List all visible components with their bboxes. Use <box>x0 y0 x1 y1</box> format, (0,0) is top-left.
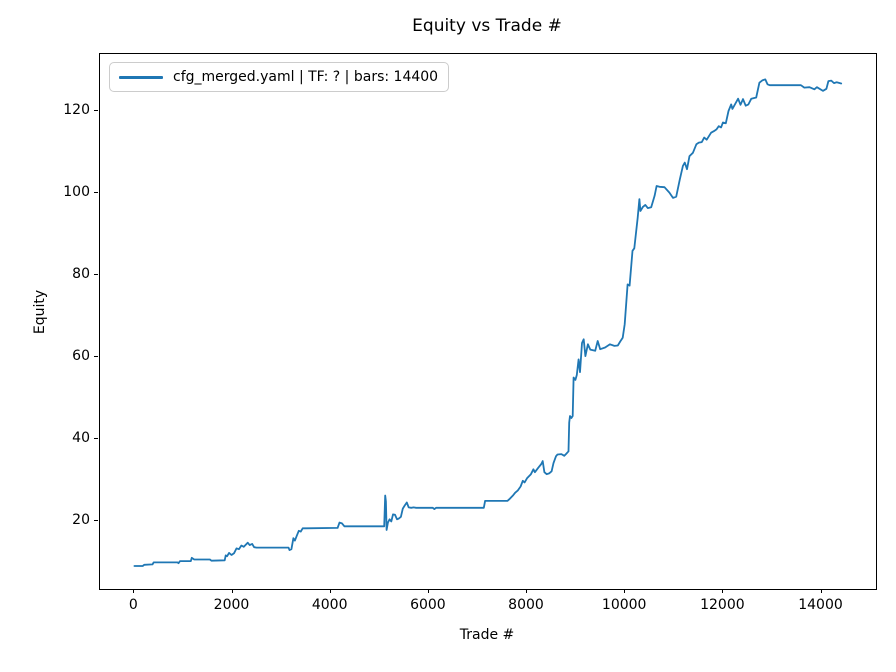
y-tick-label: 20 <box>72 511 90 528</box>
x-tick-mark <box>133 589 135 593</box>
x-tick-mark <box>624 589 626 593</box>
y-axis-label: Equity <box>32 289 48 335</box>
x-tick-label: 12000 <box>700 597 745 613</box>
y-tick-label: 120 <box>63 102 90 118</box>
x-tick-label: 10000 <box>601 597 647 613</box>
plot-area <box>99 53 877 590</box>
x-tick-mark <box>329 589 331 593</box>
y-tick-mark <box>94 519 98 521</box>
y-tick-mark <box>94 438 98 439</box>
y-tick-mark <box>94 192 98 193</box>
legend: cfg_merged.yaml | TF: ? | bars: 14400 <box>109 62 450 92</box>
x-tick-mark <box>427 589 429 593</box>
chart-title: Equity vs Trade # <box>412 16 562 36</box>
x-tick-mark <box>820 589 822 593</box>
x-tick-mark <box>231 589 233 593</box>
x-tick-label: 8000 <box>508 597 544 613</box>
legend-line-sample <box>119 75 163 79</box>
y-tick-mark <box>94 274 98 275</box>
equity-curve-canvas <box>133 78 843 567</box>
x-tick-mark <box>722 589 724 593</box>
equity-curve <box>133 78 843 567</box>
y-tick-label: 60 <box>72 348 90 364</box>
x-tick-label: 2000 <box>213 597 250 613</box>
x-axis-label: Trade # <box>459 627 515 643</box>
y-tick-label: 80 <box>72 266 90 282</box>
x-tick-label: 14000 <box>798 597 843 613</box>
y-tick-label: 40 <box>72 430 90 446</box>
legend-label: cfg_merged.yaml | TF: ? | bars: 14400 <box>173 69 439 85</box>
x-tick-label: 6000 <box>410 597 446 613</box>
y-tick-label: 100 <box>63 184 90 200</box>
y-tick-mark <box>94 356 98 357</box>
x-tick-label: 4000 <box>311 597 348 613</box>
y-tick-mark <box>94 110 98 111</box>
x-tick-mark <box>526 589 527 593</box>
x-tick-label: 0 <box>128 597 138 613</box>
